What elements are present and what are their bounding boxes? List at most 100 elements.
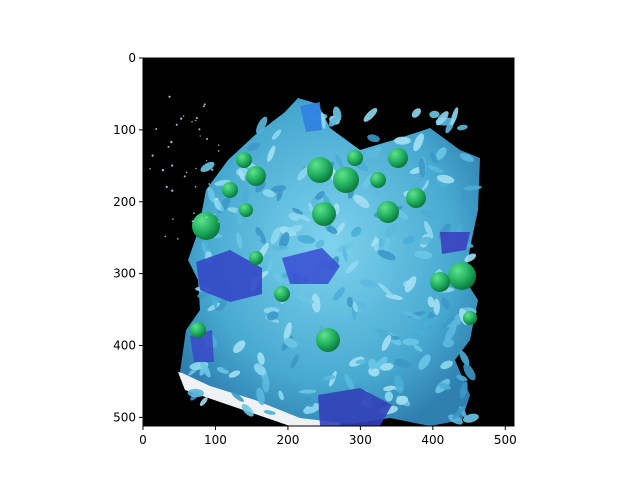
rice-grain (351, 226, 362, 237)
green-bead (463, 311, 477, 325)
rice-grain (409, 323, 426, 336)
rice-grain (327, 225, 338, 235)
speck (172, 218, 174, 220)
rice-grain (233, 340, 246, 353)
green-bead (246, 166, 266, 186)
rice-grain (221, 358, 231, 371)
speck (208, 183, 211, 185)
rice-grain (283, 337, 298, 348)
rice-grain (333, 287, 345, 301)
rice-grain (394, 375, 404, 394)
rice-grain (228, 370, 241, 378)
speck (149, 168, 151, 170)
plot-frame (142, 57, 515, 427)
rice-grain (404, 276, 417, 293)
rice-grain (207, 187, 216, 203)
rice-grain (457, 124, 468, 131)
x-axis: 0 100 200 300 400 500 (139, 426, 517, 447)
rice-grain (368, 358, 377, 370)
rice-grain (347, 296, 353, 308)
speck (218, 144, 220, 146)
rice-grain (197, 291, 210, 298)
rice-grain (270, 227, 281, 244)
rice-grain (450, 107, 459, 126)
rice-grain (459, 381, 468, 399)
rice-grain (271, 245, 289, 251)
blue-chunk (318, 388, 392, 426)
y-tick-label: 500 (113, 410, 136, 424)
blue-chunk (300, 102, 322, 132)
rice-grain (241, 188, 250, 204)
speck (195, 167, 197, 170)
green-bead (239, 203, 253, 217)
rice-grain (345, 260, 359, 274)
rice-grain (216, 367, 229, 374)
rice-grain (244, 233, 262, 241)
speck (175, 123, 178, 126)
rice-grain (304, 396, 314, 407)
rice-grain (436, 111, 449, 126)
rice-grain (442, 314, 458, 328)
rice-grain (200, 161, 215, 173)
y-axis: 0 100 200 300 400 500 (113, 51, 143, 424)
speck (194, 186, 197, 188)
speck (205, 216, 208, 219)
rice-grain (402, 310, 421, 320)
rice-grain (452, 405, 466, 420)
rice-grain (262, 189, 275, 198)
speck (198, 128, 201, 131)
image-content (149, 95, 482, 426)
speck (202, 105, 205, 108)
rice-grain (267, 258, 274, 274)
rice-grain (315, 191, 325, 200)
speck (205, 160, 208, 162)
speck (203, 103, 206, 106)
green-bead (192, 212, 220, 240)
rice-grain (448, 414, 463, 425)
rice-grain (394, 358, 411, 369)
rice-grain (456, 374, 468, 382)
rice-grain (236, 232, 243, 249)
speck (151, 154, 154, 157)
rice-grain (459, 153, 474, 162)
green-bead (448, 262, 476, 290)
x-tick-label: 0 (139, 433, 147, 447)
y-tick-label: 400 (113, 339, 136, 353)
rice-grain (436, 174, 455, 184)
rice-grain (290, 354, 299, 369)
speck (195, 116, 198, 119)
blue-chunk (196, 250, 262, 302)
rice-grain (402, 338, 420, 346)
rice-grain (441, 297, 450, 310)
rice-grain (460, 189, 465, 202)
rice-grain (288, 212, 300, 221)
green-bead (377, 201, 399, 223)
speck (217, 150, 220, 152)
y-tick-label: 100 (113, 123, 136, 137)
rice-grain (418, 157, 426, 178)
rice-grain (416, 176, 429, 193)
rice-grain (241, 404, 254, 417)
speck (191, 121, 193, 123)
green-bead (347, 150, 363, 166)
rice-grain (384, 237, 391, 252)
speck (191, 220, 194, 223)
rice-grain (361, 317, 373, 332)
rice-grain (253, 363, 266, 376)
rice-grain (342, 246, 348, 262)
rice-grain (423, 316, 438, 328)
rice-grain (311, 293, 321, 313)
green-bead (406, 188, 426, 208)
green-bead (316, 328, 340, 352)
rice-grain (276, 188, 283, 202)
rice-grain (360, 279, 376, 288)
rice-grain (266, 311, 279, 321)
rice-grain (279, 232, 290, 250)
rice-grain (247, 142, 260, 151)
rice-grain (420, 209, 439, 220)
rice-grain (328, 116, 339, 127)
rice-grain (380, 363, 394, 371)
rice-grain (320, 112, 326, 129)
rice-grain (414, 250, 433, 259)
